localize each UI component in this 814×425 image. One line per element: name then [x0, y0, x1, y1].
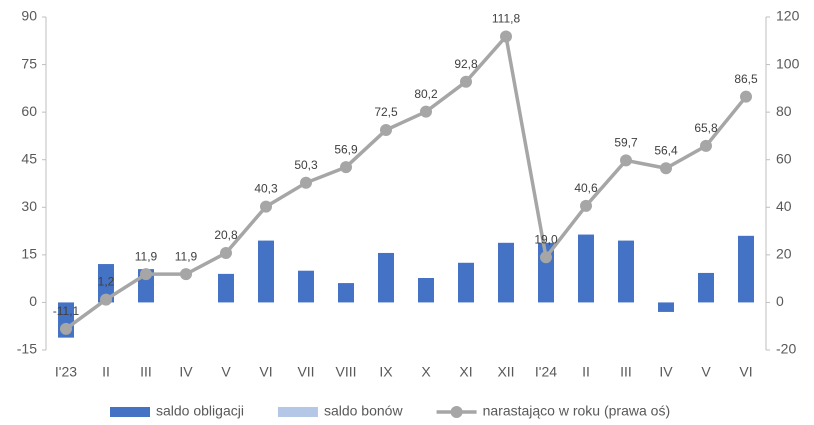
bar — [218, 273, 234, 303]
x-tick-label: III — [620, 364, 632, 380]
bar — [498, 242, 514, 303]
x-tick-label: IV — [659, 364, 673, 380]
y2-tick-label: 80 — [776, 103, 792, 119]
line-marker — [220, 246, 232, 259]
bar — [298, 270, 314, 303]
line-marker — [580, 199, 592, 212]
line — [64, 32, 748, 331]
data-label: 59,7 — [614, 136, 638, 150]
data-label: 19,0 — [534, 232, 558, 246]
bar — [618, 240, 634, 303]
line-marker — [100, 293, 112, 306]
data-label: 92,8 — [454, 57, 478, 71]
line-marker — [260, 200, 272, 213]
data-label: 40,6 — [574, 181, 598, 195]
line-marker — [180, 268, 192, 281]
x-tick-label: V — [701, 364, 711, 380]
data-label: 50,3 — [294, 158, 318, 172]
bar — [458, 262, 474, 303]
y2-tick-label: 100 — [776, 55, 800, 71]
data-label: 1,2 — [98, 275, 115, 289]
y-tick-label: 60 — [21, 103, 37, 119]
data-label: 111,8 — [492, 12, 521, 26]
y2-tick-label: 120 — [776, 8, 800, 24]
bar — [738, 235, 754, 303]
y-tick-label: 0 — [29, 293, 37, 309]
data-label: 65,8 — [694, 121, 718, 135]
data-label: 20,8 — [214, 228, 238, 242]
x-tick-label: II — [102, 364, 110, 380]
x-tick-label: I'23 — [55, 364, 77, 380]
y-tick-label: 45 — [21, 150, 37, 166]
line-marker — [540, 251, 552, 264]
y2-tick-label: 0 — [776, 293, 784, 309]
x-tick-label: X — [421, 364, 431, 380]
x-tick-label: VII — [297, 364, 314, 380]
bar — [258, 240, 274, 303]
x-tick-label: II — [582, 364, 590, 380]
bar — [578, 234, 594, 303]
line-marker — [740, 90, 752, 103]
bar — [418, 278, 434, 303]
data-label: 80,2 — [414, 87, 438, 101]
x-tick-label: IX — [379, 364, 393, 380]
line-marker — [300, 176, 312, 189]
legend-label: saldo bonów — [324, 403, 404, 419]
y-tick-label: -15 — [17, 341, 37, 357]
bar — [338, 283, 354, 303]
legend-label: saldo obligacji — [156, 403, 244, 419]
line-marker — [460, 75, 472, 88]
y-tick-label: 15 — [21, 246, 37, 262]
data-label: 40,3 — [254, 182, 278, 196]
legend-label: narastająco w roku (prawa oś) — [483, 403, 671, 419]
line-marker — [420, 105, 432, 118]
y2-tick-label: 20 — [776, 246, 792, 262]
line-marker — [140, 268, 152, 281]
line-marker — [700, 139, 712, 152]
bar — [98, 264, 114, 303]
x-tick-label: III — [140, 364, 152, 380]
y2-tick-label: 40 — [776, 198, 792, 214]
bar — [378, 252, 394, 303]
line-marker — [500, 30, 512, 43]
x-tick-label: XII — [497, 364, 514, 380]
data-label: 72,5 — [374, 105, 398, 119]
legend-swatch — [277, 407, 318, 417]
y2-tick-label: -20 — [776, 341, 796, 357]
x-tick-label: VI — [259, 364, 272, 380]
y-tick-label: 75 — [21, 55, 37, 71]
data-label: 86,5 — [734, 72, 758, 86]
line-marker — [380, 123, 392, 136]
line-marker — [620, 154, 632, 167]
line-marker — [340, 161, 352, 174]
x-tick-label: XI — [459, 364, 472, 380]
bar — [698, 272, 714, 303]
x-tick-label: VIII — [335, 364, 356, 380]
line-marker — [660, 162, 672, 175]
legend-swatch — [110, 407, 150, 417]
line-marker — [60, 322, 72, 335]
data-label: 11,9 — [175, 249, 198, 263]
y2-tick-label: 60 — [776, 150, 792, 166]
data-label: -11,1 — [53, 304, 80, 318]
x-tick-label: V — [221, 364, 231, 380]
y-tick-label: 90 — [21, 8, 37, 24]
x-tick-label: VI — [739, 364, 752, 380]
y-tick-label: 30 — [21, 198, 37, 214]
data-label: 56,9 — [334, 142, 358, 156]
data-label: 56,4 — [654, 143, 678, 157]
legend-swatch — [450, 406, 463, 418]
bar — [658, 302, 674, 312]
data-label: 11,9 — [135, 249, 158, 263]
x-tick-label: IV — [179, 364, 193, 380]
x-tick-label: I'24 — [535, 364, 557, 380]
